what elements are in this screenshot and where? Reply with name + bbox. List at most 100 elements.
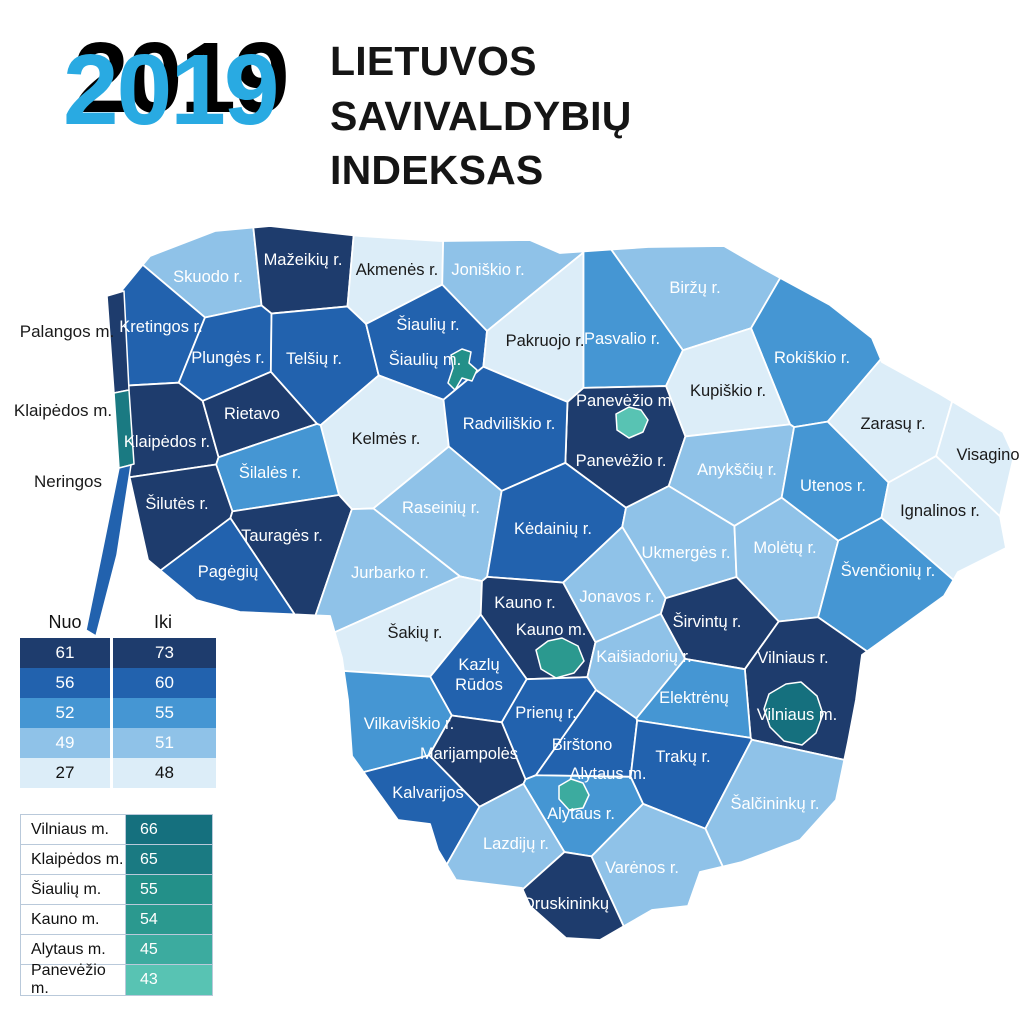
label-plung-s-r: Plungės r. [191,349,264,367]
label-ignalinos-r: Ignalinos r. [900,502,980,520]
legend-from-cell: 27 [20,758,110,788]
region-neringos [85,464,132,637]
label-al-inink-r: Šalčininkų r. [731,794,820,813]
legend-from-cell: 49 [20,728,110,758]
page-title: LIETUVOS SAVIVALDYBIŲ INDEKSAS [330,34,632,198]
label-alytaus-m: Alytaus m. [569,765,646,783]
city-value-cell: 54 [126,905,212,934]
label-akmen-s-r: Akmenės r. [356,261,439,279]
city-value-cell: 66 [126,815,212,844]
label-alytaus-r: Alytaus r. [547,805,615,823]
label-irvint-r: Širvintų r. [673,612,742,631]
region-ma-eiki-r [252,225,355,315]
label-ven-ioni-r: Švenčionių r. [841,561,935,580]
label-kazl-r-dos: Kazlų Rūdos [455,656,503,694]
label-marijampol-s: Marijampolės [420,745,518,763]
table-row: Kauno m. 54 [21,905,212,935]
legend-to-cell: 60 [113,668,216,698]
label-kauno-m: Kauno m. [516,621,587,639]
label-iauli-r: Šiaulių r. [396,315,459,334]
label-ma-eiki-r: Mažeikių r. [264,251,343,269]
city-region-alytaus-m [558,778,590,811]
title-line-2: SAVIVALDYBIŲ [330,92,632,139]
label-bir-r: Biržų r. [669,279,720,297]
label-kupi-kio-r: Kupiškio r. [690,382,766,400]
label-kai-iadori-r: Kaišiadorių r. [596,648,691,666]
table-row: Panevėžio m. 43 [21,962,212,997]
legend-row: 52 55 [20,698,216,728]
legend-from-cell: 56 [20,668,110,698]
city-name-cell: Klaipėdos m. [21,845,126,874]
legend-to-cell: 55 [113,698,216,728]
label-k-daini-r: Kėdainių r. [514,520,592,538]
region-pag-gi [159,517,310,637]
label-vilkavi-kio-r: Vilkaviškio r. [364,715,454,733]
label-skuodo-r: Skuodo r. [173,268,243,286]
city-value-cell: 65 [126,845,212,874]
label-ilal-s-r: Šilalės r. [239,463,301,482]
label-vilniaus-m: Vilniaus m. [757,706,837,724]
label-tel-i-r: Telšių r. [286,350,342,368]
legend-to-cell: 51 [113,728,216,758]
label-raseini-r: Raseinių r. [402,499,480,517]
title-line-1: LIETUVOS [330,38,537,84]
label-roki-kio-r: Rokiškio r. [774,349,850,367]
label-lazdij-r: Lazdijų r. [483,835,549,853]
label-jonavos-r: Jonavos r. [579,588,654,606]
city-name-cell: Kauno m. [21,905,126,934]
external-label-neringos: Neringos [34,472,102,491]
external-label-palangos-m: Palangos m. [20,322,115,341]
label-bir-tono: Birštono [552,736,613,754]
region-kalvarijos [362,754,481,866]
label-vilniaus-r: Vilniaus r. [757,649,828,667]
table-row: Klaipėdos m. 65 [21,845,212,875]
city-name-cell: Šiaulių m. [21,875,126,904]
label-joni-kio-r: Joniškio r. [451,261,524,279]
legend-header-from: Nuo [48,612,82,632]
label-anyk-i-r: Anykščių r. [697,461,777,479]
city-value-cell: 45 [126,935,212,964]
label-var-nos-r: Varėnos r. [605,859,679,877]
region-klaip-dos-m [113,389,135,469]
label-jurbarko-r: Jurbarko r. [351,564,429,582]
table-row: Šiaulių m. 55 [21,875,212,905]
label-aki-r: Šakių r. [387,623,442,642]
label-rietavo: Rietavo [224,405,280,423]
label-taurag-s-r: Tauragės r. [241,527,323,545]
legend-from-cell: 61 [20,638,110,668]
score-range-legend: Nuo Iki 61 73 56 60 52 55 49 51 27 48 [20,612,216,788]
region-al-inink-r [704,738,846,868]
city-name-cell: Vilniaus m. [21,815,126,844]
label-pasvalio-r: Pasvalio r. [584,330,660,348]
city-value-cell: 43 [126,965,212,995]
city-region-iauli-m [447,348,478,391]
label-druskinink: Druskininkų [523,895,609,913]
city-name-cell: Panevėžio m. [21,962,126,997]
label-radvili-kio-r: Radviliškio r. [463,415,556,433]
label-ilut-s-r: Šilutės r. [145,494,208,513]
city-score-table: Vilniaus m. 66 Klaipėdos m. 65 Šiaulių m. 55 K… [20,814,213,997]
label-ukmerg-s-r: Ukmergės r. [642,544,731,562]
legend-row: 56 60 [20,668,216,698]
legend-row: 27 48 [20,758,216,788]
legend-from-cell: 52 [20,698,110,728]
label-panev-io-m: Panevėžio m. [576,392,676,410]
city-region-kauno-m [535,637,585,679]
label-zaras-r: Zarasų r. [860,415,925,433]
label-kalvarijos: Kalvarijos [392,784,464,802]
label-mol-t-r: Molėtų r. [753,539,816,557]
legend-to-cell: 48 [113,758,216,788]
legend-row: 61 73 [20,638,216,668]
label-pakruojo-r: Pakruojo r. [506,332,585,350]
label-kelm-s-r: Kelmės r. [352,430,421,448]
table-row: Vilniaus m. 66 [21,815,212,845]
city-region-panev-io-m [615,406,649,439]
label-kauno-r: Kauno r. [494,594,555,612]
label-prien-r: Prienų r. [515,704,576,722]
legend-row: 49 51 [20,728,216,758]
city-value-cell: 55 [126,875,212,904]
legend-header: Nuo Iki [20,612,216,638]
legend-rows: 61 73 56 60 52 55 49 51 27 48 [20,638,216,788]
